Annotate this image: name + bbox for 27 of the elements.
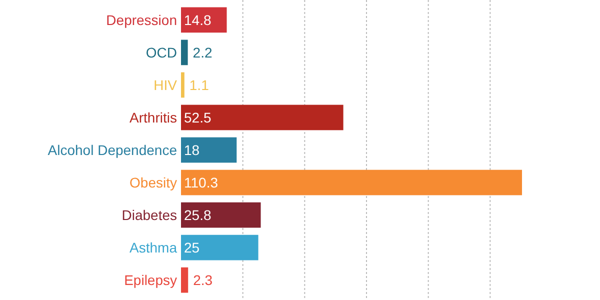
y-tick-label: Diabetes — [122, 206, 177, 223]
bar — [181, 234, 258, 260]
y-tick-label: Obesity — [130, 174, 177, 190]
bar — [181, 72, 184, 98]
data-label: 2.3 — [193, 272, 213, 288]
y-tick-label: OCD — [146, 44, 177, 60]
data-label: 25 — [184, 239, 200, 256]
y-tick-label: Asthma — [130, 239, 178, 256]
bar — [181, 202, 261, 228]
data-label: 18 — [184, 142, 200, 158]
y-tick-label: Epilepsy — [124, 272, 177, 288]
data-label: 14.8 — [184, 12, 212, 28]
y-tick-label: Depression — [106, 12, 177, 28]
y-tick-label: Arthritis — [130, 109, 177, 126]
data-label: 52.5 — [184, 109, 212, 126]
bar — [181, 40, 188, 66]
y-tick-label: HIV — [154, 76, 178, 93]
y-tick-label: Alcohol Dependence — [48, 142, 178, 158]
data-label: 2.2 — [192, 44, 212, 60]
data-label: 1.1 — [189, 76, 210, 93]
data-label: 25.8 — [184, 206, 212, 223]
bar — [181, 267, 188, 293]
bar — [181, 7, 227, 33]
bar — [181, 170, 522, 196]
bar — [181, 104, 344, 130]
bar — [181, 137, 237, 163]
data-label: 110.3 — [184, 174, 218, 190]
